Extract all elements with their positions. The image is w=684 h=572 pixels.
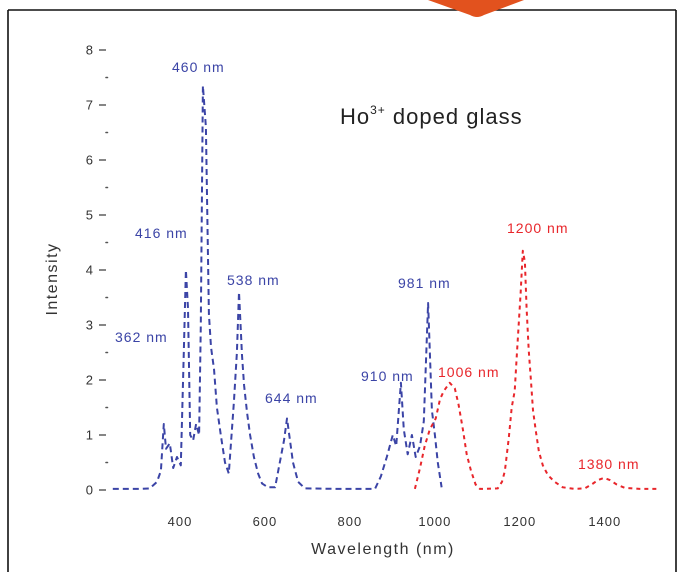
x-tick-label-1200: 1200 (503, 514, 536, 529)
peak-label-416nm: 416 nm (135, 225, 188, 241)
peak-labels: 460 nm 416 nm 362 nm 538 nm 644 nm 910 n… (115, 59, 639, 472)
y-tick-label-6: 6 (86, 153, 94, 168)
peak-label-981nm: 981 nm (398, 275, 451, 291)
annotation-element: Ho (340, 104, 370, 129)
sample-annotation: Ho3+ doped glass (340, 103, 523, 129)
x-tick-label-800: 800 (338, 514, 363, 529)
x-tick-label-400: 400 (168, 514, 193, 529)
y-tick-label-7: 7 (86, 98, 94, 113)
peak-label-460nm: 460 nm (172, 59, 225, 75)
annotation-superscript: 3+ (370, 103, 386, 117)
peak-label-1006nm: 1006 nm (438, 364, 499, 380)
series-layer (112, 84, 659, 490)
peak-label-1380nm: 1380 nm (578, 456, 639, 472)
y-tick-label-5: 5 (86, 208, 94, 223)
annotation-rest: doped glass (386, 104, 523, 129)
x-axis-title: Wavelength (nm) (311, 541, 455, 558)
y-tick-label-1: 1 (86, 428, 94, 443)
red-emission-line (413, 249, 659, 490)
x-tick-label-1400: 1400 (588, 514, 621, 529)
peak-label-1200nm: 1200 nm (507, 220, 568, 236)
y-tick-label-0: 0 (86, 483, 94, 498)
decorative-orange-shape (428, 0, 524, 17)
peak-label-644nm: 644 nm (265, 390, 318, 406)
x-axis: 400 600 800 1000 1200 1400 (168, 514, 621, 529)
blue-emission-line (112, 84, 443, 490)
y-tick-label-2: 2 (86, 373, 94, 388)
x-tick-label-1000: 1000 (418, 514, 451, 529)
peak-label-910nm: 910 nm (361, 368, 414, 384)
figure-frame (7, 9, 677, 572)
y-tick-label-3: 3 (86, 318, 94, 333)
y-axis: 0 1 2 3 4 5 6 7 8 (86, 43, 109, 498)
y-axis-title: Intensity (44, 242, 61, 315)
peak-label-538nm: 538 nm (227, 272, 280, 288)
y-tick-label-8: 8 (86, 43, 94, 58)
y-tick-label-4: 4 (86, 263, 94, 278)
peak-label-362nm: 362 nm (115, 329, 168, 345)
x-tick-label-600: 600 (253, 514, 278, 529)
